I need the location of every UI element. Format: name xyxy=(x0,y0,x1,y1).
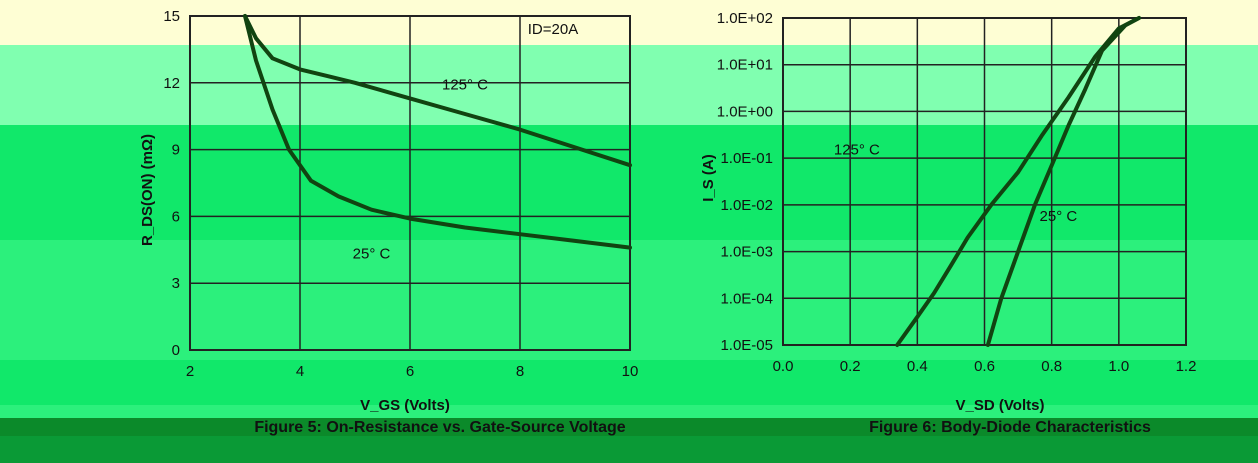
left-ytick-0: 0 xyxy=(172,342,180,359)
left-chart-ticks: 2 4 6 8 10 0 3 6 9 12 15 xyxy=(163,8,638,380)
right-annotation-25c: 25° C xyxy=(1040,208,1078,225)
background-band-5 xyxy=(0,360,1258,405)
right-ytick-6: 1.0E+01 xyxy=(717,57,773,74)
left-xtick-3: 8 xyxy=(516,363,524,380)
right-chart-annotations: 125° C 25° C xyxy=(834,141,1078,225)
right-chart: 0.0 0.2 0.4 0.6 0.8 1.0 1.2 1.0E-05 1.0E-04 1.0E-… xyxy=(700,10,1196,436)
left-xtick-0: 2 xyxy=(186,363,194,380)
right-xtick-4: 0.8 xyxy=(1041,358,1062,375)
left-annotation-125c: 125° C xyxy=(442,76,488,93)
right-ytick-0: 1.0E-05 xyxy=(720,337,773,354)
left-ytick-5: 15 xyxy=(163,8,180,25)
right-chart-caption: Figure 6: Body-Diode Characteristics xyxy=(869,419,1151,436)
left-series-0 xyxy=(243,14,632,168)
right-xtick-1: 0.2 xyxy=(840,358,861,375)
right-chart-grid xyxy=(782,17,1187,346)
left-xtick-1: 4 xyxy=(296,363,304,380)
right-ytick-7: 1.0E+02 xyxy=(717,10,773,27)
right-series-0 xyxy=(895,16,1141,347)
right-ytick-5: 1.0E+00 xyxy=(717,103,773,120)
right-xtick-5: 1.0 xyxy=(1108,358,1129,375)
right-xtick-2: 0.4 xyxy=(907,358,928,375)
left-chart-series xyxy=(243,14,632,250)
left-ytick-3: 9 xyxy=(172,142,180,159)
right-xtick-0: 0.0 xyxy=(773,358,794,375)
right-ytick-3: 1.0E-02 xyxy=(720,197,773,214)
right-chart-ylabel: I_S (A) xyxy=(700,154,717,202)
background-band-8 xyxy=(0,436,1258,463)
left-xtick-4: 10 xyxy=(622,363,639,380)
left-ytick-4: 12 xyxy=(163,75,180,92)
left-chart-annotations: ID=20A 125° C 25° C xyxy=(353,21,579,263)
left-annotation-25c: 25° C xyxy=(353,246,391,263)
left-series-1 xyxy=(243,14,632,250)
left-chart-caption: Figure 5: On-Resistance vs. Gate-Source … xyxy=(254,419,625,436)
right-chart-ticks: 0.0 0.2 0.4 0.6 0.8 1.0 1.2 1.0E-05 1.0E-04 1.0E-… xyxy=(717,10,1197,375)
left-ytick-1: 3 xyxy=(172,275,180,292)
left-ytick-2: 6 xyxy=(172,208,180,225)
right-xtick-6: 1.2 xyxy=(1176,358,1197,375)
right-ytick-1: 1.0E-04 xyxy=(720,290,773,307)
right-ytick-4: 1.0E-01 xyxy=(720,150,773,167)
left-annotation-id: ID=20A xyxy=(528,21,578,38)
left-xtick-2: 6 xyxy=(406,363,414,380)
left-plot-frame xyxy=(189,15,631,351)
right-xtick-3: 0.6 xyxy=(974,358,995,375)
left-chart-xlabel: V_GS (Volts) xyxy=(360,397,450,414)
background-band-7 xyxy=(0,418,1258,436)
background-band-6 xyxy=(0,405,1258,418)
right-chart-series xyxy=(895,16,1141,347)
right-ytick-2: 1.0E-03 xyxy=(720,244,773,261)
right-chart-xlabel: V_SD (Volts) xyxy=(956,397,1045,414)
right-plot-frame xyxy=(782,17,1187,346)
left-chart: 2 4 6 8 10 0 3 6 9 12 15 ID=20A 125° C 25° C R_DS(ON… xyxy=(139,8,638,436)
left-chart-ylabel: R_DS(ON) (mΩ) xyxy=(139,134,156,246)
right-annotation-125c: 125° C xyxy=(834,141,880,158)
right-series-1 xyxy=(985,16,1141,347)
